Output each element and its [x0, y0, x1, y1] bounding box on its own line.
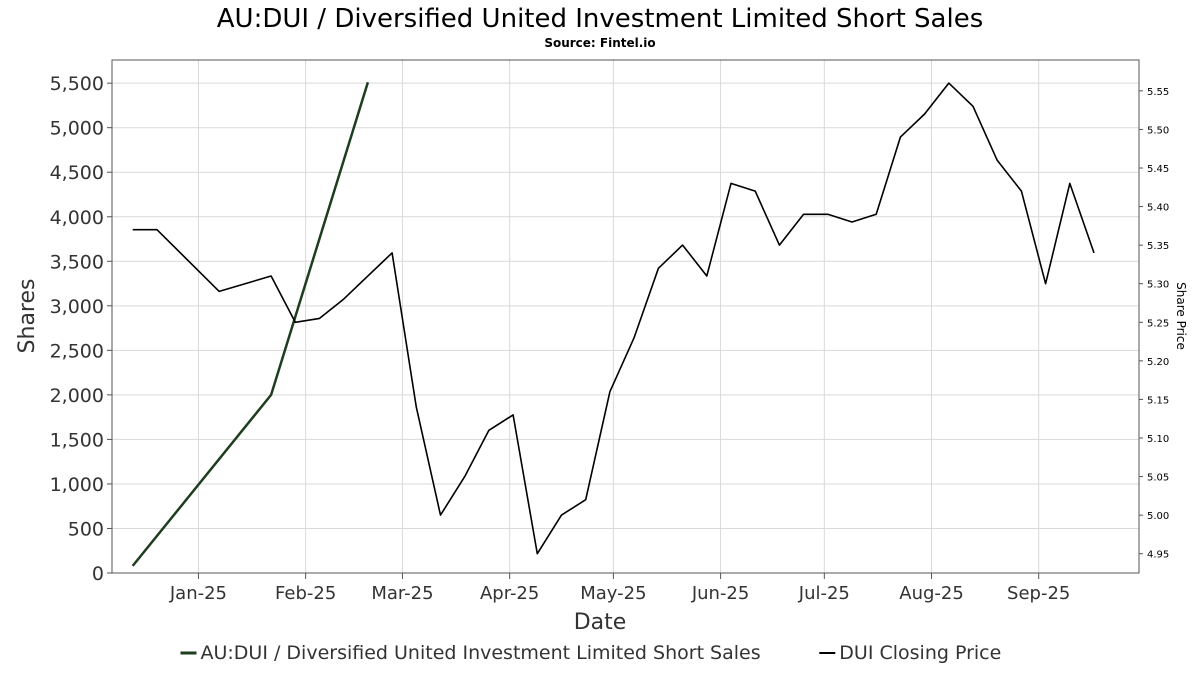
y-tick-label: 1,000 [50, 474, 104, 496]
y-axis-label: Shares [15, 279, 40, 354]
x-tick-label: Jun-25 [691, 583, 750, 604]
x-tick-label: May-25 [580, 583, 646, 604]
short-sales-line [131, 81, 370, 567]
plot-frame [111, 59, 1140, 574]
x-tick-label: Mar-25 [371, 583, 433, 604]
y2-tick-label: 5.55 [1147, 87, 1169, 98]
right-axis: 4.95 5.00 5.05 5.10 5.15 5.20 5.25 5.30 5.35 5.40… [1139, 87, 1169, 561]
y2-tick-label: 5.15 [1147, 395, 1169, 406]
legend-label-short-sales: AU:DUI / Diversified United Investment L… [201, 642, 761, 664]
y2-tick-label: 4.95 [1147, 550, 1169, 561]
x-axis: Jan-25 Feb-25 Mar-25 Apr-25 May-25 Jun-25 Jul-… [169, 573, 1070, 604]
y-tick-label: 1,500 [50, 429, 104, 451]
y2-tick-label: 5.35 [1147, 241, 1169, 252]
x-tick-label: Jan-25 [169, 583, 227, 604]
x-tick-label: Aug-25 [899, 583, 964, 604]
y2-tick-label: 5.45 [1147, 164, 1169, 175]
y2-tick-label: 5.05 [1147, 473, 1169, 484]
left-axis: 0 500 1,000 1,500 2,000 2,500 3,000 3,500 4,000 4… [50, 73, 112, 585]
y2-tick-label: 5.50 [1147, 125, 1169, 136]
y-tick-label: 5,500 [50, 73, 104, 95]
x-tick-label: Jul-25 [798, 583, 850, 604]
y-tick-label: 5,000 [50, 118, 104, 140]
y-tick-label: 2,000 [50, 385, 104, 407]
y-tick-label: 2,500 [50, 340, 104, 362]
chart-subtitle: Source: Fintel.io [544, 36, 655, 50]
y-tick-label: 3,500 [50, 251, 104, 273]
legend-label-closing-price: DUI Closing Price [839, 642, 1001, 664]
grid-layer [112, 60, 1139, 574]
y-tick-label: 3,000 [50, 296, 104, 318]
y-tick-label: 500 [68, 518, 104, 540]
x-tick-label: Sep-25 [1007, 583, 1070, 604]
legend: AU:DUI / Diversified United Investment L… [180, 642, 1001, 664]
x-tick-label: Feb-25 [275, 583, 336, 604]
x-tick-label: Apr-25 [480, 583, 539, 604]
y2-tick-label: 5.00 [1147, 511, 1169, 522]
y-tick-label: 4,500 [50, 162, 104, 184]
y-tick-label: 0 [92, 563, 104, 585]
y2-tick-label: 5.10 [1147, 434, 1169, 445]
chart-title: AU:DUI / Diversified United Investment L… [217, 4, 984, 34]
y2-tick-label: 5.25 [1147, 318, 1169, 329]
y2-tick-label: 5.30 [1147, 280, 1169, 291]
y-tick-label: 4,000 [50, 207, 104, 229]
y2-tick-label: 5.20 [1147, 357, 1169, 368]
closing-price-line [132, 82, 1095, 555]
y2-tick-label: 5.40 [1147, 203, 1169, 214]
x-axis-label: Date [574, 610, 627, 635]
series-layer [131, 81, 1095, 567]
y2-axis-label: Share Price [1174, 282, 1188, 350]
